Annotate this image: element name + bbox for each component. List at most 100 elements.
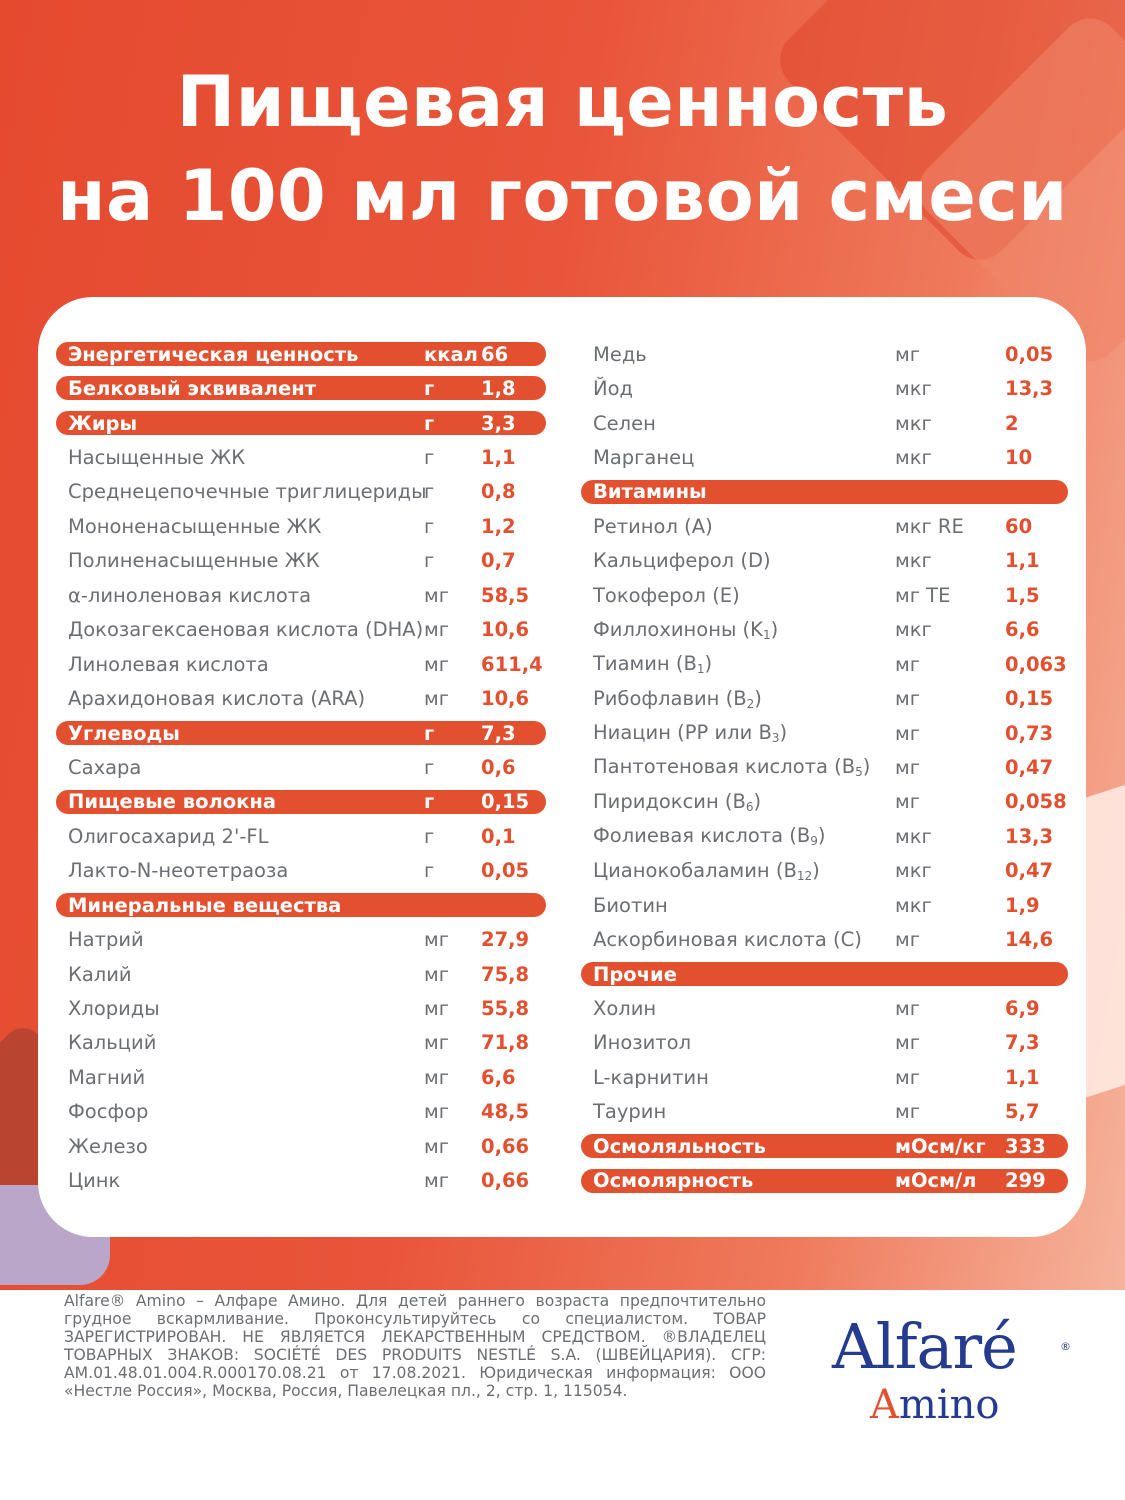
nutrient-unit: мг bbox=[895, 997, 920, 1021]
nutrient-row: Биотин мкг 1,9 bbox=[581, 888, 1071, 922]
legal-disclaimer: Alfare® Amino – Алфаре Амино. Для детей … bbox=[64, 1292, 766, 1400]
nutrient-value: 75,8 bbox=[481, 962, 530, 986]
nutrient-name: Полиненасыщенные ЖК bbox=[68, 549, 320, 573]
nutrient-unit: г bbox=[424, 721, 435, 745]
nutrient-section-header: Осмолярность мОсм/л 299 bbox=[581, 1164, 1071, 1198]
nutrient-unit: г bbox=[424, 514, 435, 538]
nutrient-row: Докозагексаеновая кислота (DHA) мг 10,6 bbox=[56, 613, 546, 647]
nutrient-row: Филлохиноны (K1) мкг 6,6 bbox=[581, 613, 1071, 647]
nutrient-name: Мононенасыщенные ЖК bbox=[68, 514, 322, 538]
nutrient-unit: мкг bbox=[895, 377, 932, 401]
nutrient-unit: мг bbox=[424, 1031, 449, 1055]
nutrient-row: Натрий мг 27,9 bbox=[56, 922, 546, 956]
nutrient-unit: мг bbox=[424, 583, 449, 607]
nutrient-value: 0,063 bbox=[1005, 652, 1067, 676]
nutrient-name: Осмолярность bbox=[593, 1169, 754, 1193]
title-line-2: на 100 мл готовой смеси bbox=[57, 155, 1068, 237]
nutrient-value: 0,47 bbox=[1005, 859, 1054, 883]
nutrient-value: 7,3 bbox=[1005, 1031, 1040, 1055]
nutrient-section-header: Жиры г 3,3 bbox=[56, 406, 546, 440]
nutrient-unit: г bbox=[424, 480, 435, 504]
nutrient-name: Токоферол (E) bbox=[593, 583, 740, 607]
nutrient-name: Насыщенные ЖК bbox=[68, 446, 246, 470]
nutrient-value: 66 bbox=[481, 342, 509, 366]
nutrient-unit: мг bbox=[424, 652, 449, 676]
page-title: Пищевая ценность на 100 мл готовой смеси bbox=[0, 55, 1125, 243]
nutrient-name: Биотин bbox=[593, 893, 668, 917]
nutrient-value: 6,6 bbox=[1005, 618, 1040, 642]
nutrient-value: 333 bbox=[1005, 1134, 1046, 1158]
nutrient-name: Филлохиноны (K1) bbox=[593, 617, 779, 642]
nutrient-unit: мг bbox=[424, 997, 449, 1021]
nutrient-unit: мг bbox=[424, 1169, 449, 1193]
brand-logo: Alfaré ® Amino bbox=[832, 1310, 1082, 1440]
nutrient-name: Минеральные вещества bbox=[68, 893, 342, 917]
nutrient-value: 10,6 bbox=[481, 687, 530, 711]
nutrient-name: Ниацин (PP или B3) bbox=[593, 721, 788, 746]
nutrient-name: Пантотеновая кислота (B5) bbox=[593, 755, 871, 780]
nutrient-name: Йод bbox=[593, 377, 633, 401]
nutrient-unit: мкг bbox=[895, 824, 932, 848]
logo-brand-name: Alfaré bbox=[832, 1310, 1018, 1383]
nutrient-section-header: Витамины bbox=[581, 475, 1071, 509]
nutrient-row: Олигосахарид 2'-FL г 0,1 bbox=[56, 819, 546, 853]
nutrient-unit: мг TE bbox=[895, 583, 951, 607]
logo-subbrand: Amino bbox=[870, 1382, 1000, 1428]
nutrient-value: 0,05 bbox=[1005, 342, 1054, 366]
nutrient-name: Инозитол bbox=[593, 1031, 692, 1055]
nutrient-row: Токоферол (E) мг TE 1,5 bbox=[581, 578, 1071, 612]
nutrient-name: Белковый эквивалент bbox=[68, 377, 317, 401]
nutrient-unit: мг bbox=[424, 928, 449, 952]
nutrient-name: Витамины bbox=[593, 480, 707, 504]
nutrient-name: Жиры bbox=[68, 411, 138, 435]
nutrient-value: 55,8 bbox=[481, 997, 530, 1021]
nutrient-unit: мг bbox=[895, 687, 920, 711]
nutrient-section-header: Пищевые волокна г 0,15 bbox=[56, 785, 546, 819]
nutrient-unit: мг bbox=[424, 687, 449, 711]
nutrient-row: Арахидоновая кислота (ARA) мг 10,6 bbox=[56, 681, 546, 715]
nutrient-name: α-линоленовая кислота bbox=[68, 583, 312, 607]
nutrient-unit: г bbox=[424, 411, 435, 435]
nutrient-name: Ретинол (А) bbox=[593, 514, 713, 538]
nutrition-table-card: Энергетическая ценность ккал 66 Белковый эк… bbox=[38, 297, 1086, 1237]
nutrient-name: Магний bbox=[68, 1065, 146, 1089]
nutrient-value: 0,66 bbox=[481, 1134, 530, 1158]
nutrient-value: 1,1 bbox=[481, 446, 516, 470]
nutrient-unit: г bbox=[424, 446, 435, 470]
nutrient-unit: мкг bbox=[895, 618, 932, 642]
nutrient-section-header: Углеводы г 7,3 bbox=[56, 716, 546, 750]
nutrient-value: 0,05 bbox=[481, 859, 530, 883]
nutrient-row: Цинк мг 0,66 bbox=[56, 1164, 546, 1198]
nutrient-unit: мкг bbox=[895, 446, 932, 470]
nutrient-section-header: Минеральные вещества bbox=[56, 888, 546, 922]
nutrient-unit: мг bbox=[895, 1031, 920, 1055]
nutrient-value: 0,15 bbox=[481, 790, 530, 814]
nutrient-unit: мг bbox=[895, 342, 920, 366]
nutrient-value: 0,1 bbox=[481, 824, 516, 848]
nutrient-value: 0,15 bbox=[1005, 687, 1054, 711]
nutrient-value: 1,9 bbox=[1005, 893, 1040, 917]
nutrient-name: Аскорбиновая кислота (C) bbox=[593, 928, 862, 952]
nutrient-unit: мг bbox=[895, 1100, 920, 1124]
nutrient-value: 27,9 bbox=[481, 928, 530, 952]
nutrient-unit: мкг bbox=[895, 859, 932, 883]
nutrient-value: 71,8 bbox=[481, 1031, 530, 1055]
nutrient-name: Медь bbox=[593, 342, 647, 366]
nutrient-value: 6,9 bbox=[1005, 997, 1040, 1021]
title-line-1: Пищевая ценность bbox=[176, 61, 949, 143]
nutrient-value: 1,8 bbox=[481, 377, 516, 401]
nutrient-name: Линолевая кислота bbox=[68, 652, 269, 676]
nutrient-unit: мг bbox=[895, 928, 920, 952]
nutrient-unit: г bbox=[424, 824, 435, 848]
nutrient-name: Марганец bbox=[593, 446, 695, 470]
nutrient-row: Железо мг 0,66 bbox=[56, 1129, 546, 1163]
nutrient-unit: мкг bbox=[895, 893, 932, 917]
nutrient-unit: мг bbox=[895, 721, 920, 745]
nutrient-value: 0,058 bbox=[1005, 790, 1067, 814]
nutrient-row: Лакто-N-неотетраоза г 0,05 bbox=[56, 854, 546, 888]
nutrient-name: Фолиевая кислота (B9) bbox=[593, 824, 826, 849]
nutrient-row: Полиненасыщенные ЖК г 0,7 bbox=[56, 544, 546, 578]
nutrient-value: 60 bbox=[1005, 514, 1033, 538]
nutrient-name: Кальциферол (D) bbox=[593, 549, 771, 573]
nutrient-section-header: Энергетическая ценность ккал 66 bbox=[56, 337, 546, 371]
